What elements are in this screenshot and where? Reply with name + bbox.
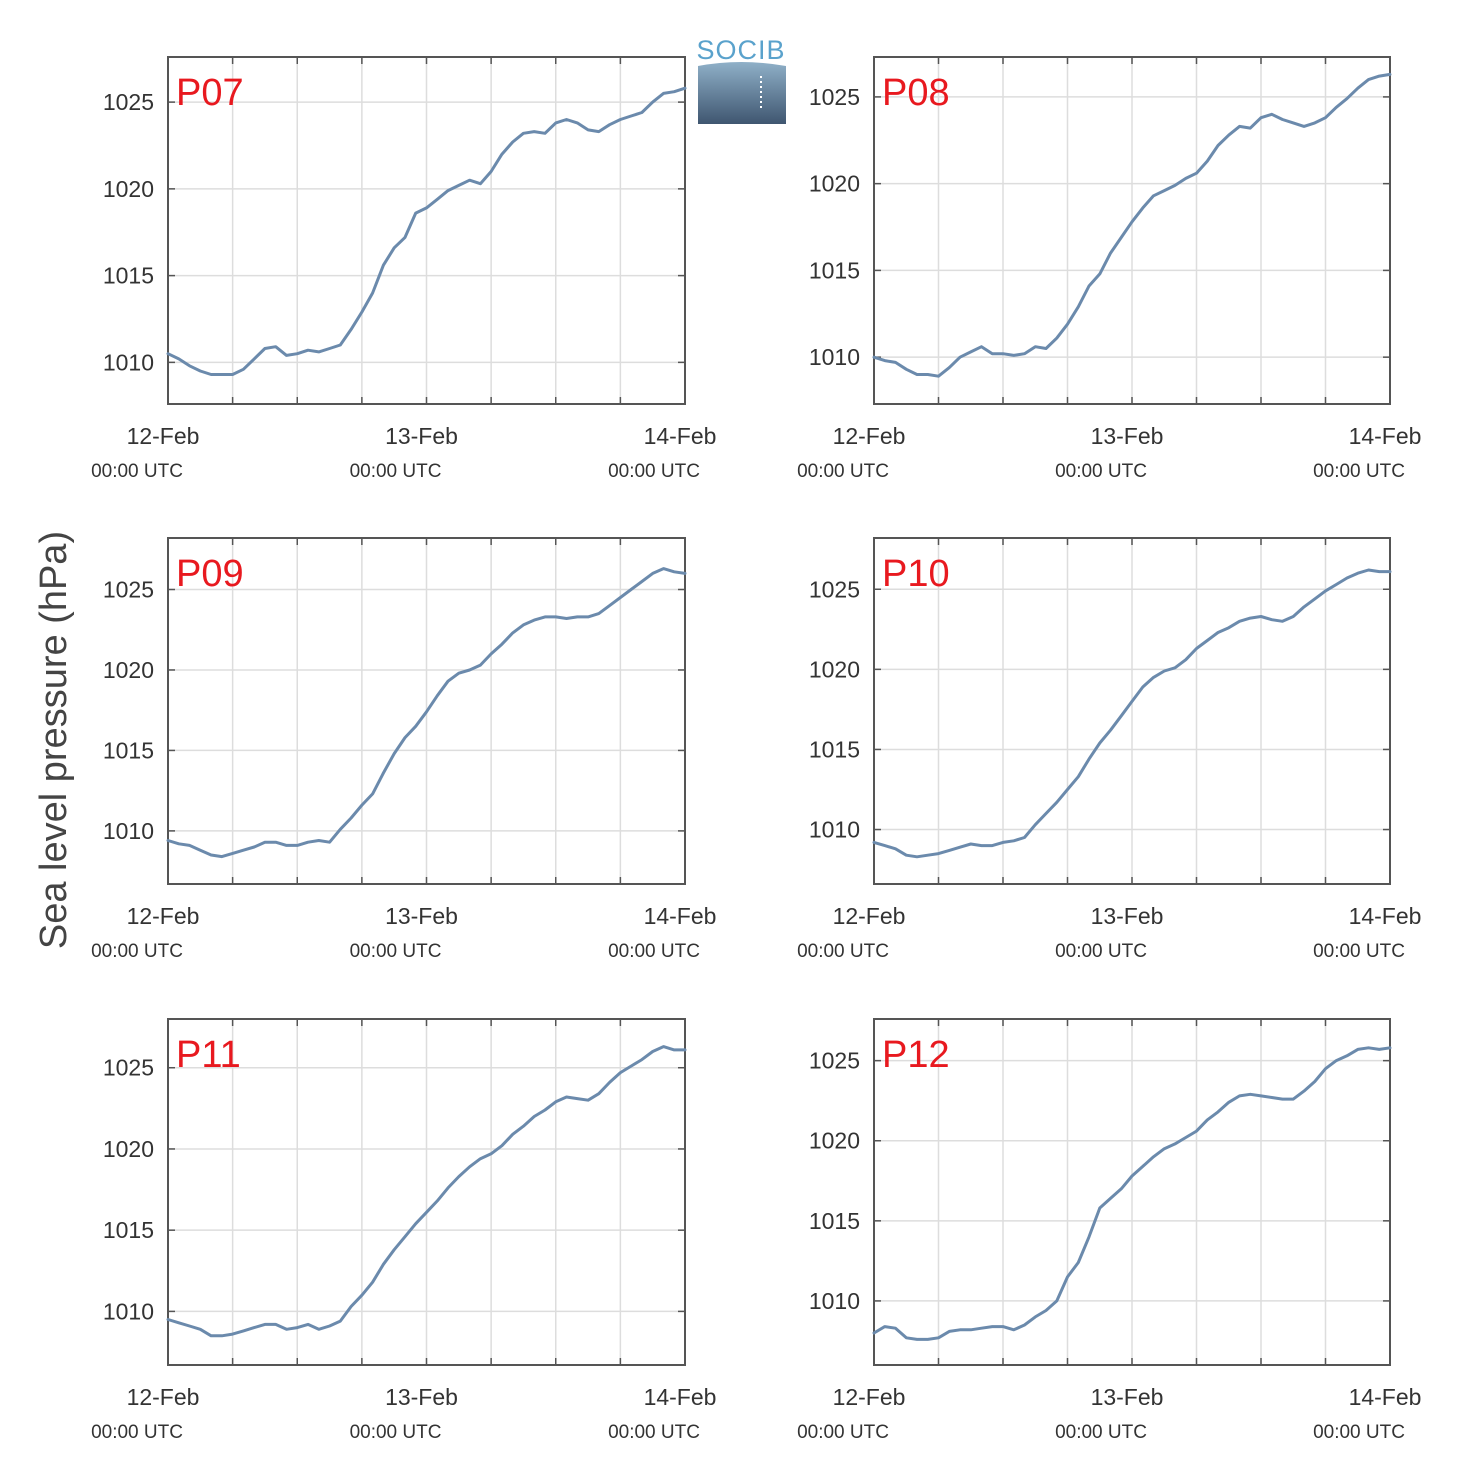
x-tick-date-label: 12-Feb bbox=[127, 423, 200, 449]
panel-label: P08 bbox=[882, 72, 950, 114]
x-tick-time-label: 00:00 UTC bbox=[797, 941, 889, 962]
x-tick-time-label: 00:00 UTC bbox=[350, 461, 442, 482]
x-tick-time-label: 00:00 UTC bbox=[91, 1422, 183, 1443]
plot-frame bbox=[167, 537, 686, 885]
x-tick-time-label: 00:00 UTC bbox=[91, 941, 183, 962]
y-tick-label: 1020 bbox=[809, 171, 860, 197]
x-tick-date-label: 13-Feb bbox=[1091, 423, 1164, 449]
pressure-series-line bbox=[872, 72, 1392, 378]
x-tick-date-label: 13-Feb bbox=[385, 423, 458, 449]
pressure-series-line bbox=[166, 1045, 687, 1338]
y-tick-label: 1015 bbox=[809, 1208, 860, 1234]
x-tick-date-label: 12-Feb bbox=[833, 903, 906, 929]
x-tick-date-label: 12-Feb bbox=[127, 903, 200, 929]
y-tick-label: 1025 bbox=[103, 89, 154, 115]
x-tick-time-label: 00:00 UTC bbox=[608, 1422, 700, 1443]
x-tick-date-label: 13-Feb bbox=[1091, 903, 1164, 929]
y-tick-label: 1010 bbox=[809, 817, 860, 843]
y-tick-label: 1015 bbox=[103, 1217, 154, 1243]
x-tick-time-label: 00:00 UTC bbox=[1313, 461, 1405, 482]
panel-label: P12 bbox=[882, 1034, 950, 1076]
panel-label: P07 bbox=[176, 72, 244, 114]
panel-p09: 1010 1015 1020 1025 12-Feb 00:00 UTC 13-Feb 00:… bbox=[91, 537, 717, 962]
x-tick-date-label: 14-Feb bbox=[1349, 1384, 1422, 1410]
panel-p12: 1010 1015 1020 1025 12-Feb 00:00 UTC 13-Feb 00:… bbox=[797, 1018, 1422, 1443]
y-tick-label: 1010 bbox=[103, 818, 154, 844]
y-tick-label: 1015 bbox=[103, 737, 154, 763]
x-tick-time-label: 00:00 UTC bbox=[350, 941, 442, 962]
plot-frame bbox=[167, 56, 686, 405]
x-tick-time-label: 00:00 UTC bbox=[1055, 1422, 1147, 1443]
x-tick-time-label: 00:00 UTC bbox=[1313, 1422, 1405, 1443]
pressure-series-line bbox=[872, 1046, 1392, 1341]
x-tick-date-label: 13-Feb bbox=[385, 903, 458, 929]
y-tick-label: 1010 bbox=[809, 344, 860, 370]
y-tick-label: 1025 bbox=[103, 576, 154, 602]
x-tick-date-label: 14-Feb bbox=[644, 903, 717, 929]
x-tick-time-label: 00:00 UTC bbox=[797, 461, 889, 482]
x-tick-date-label: 13-Feb bbox=[385, 1384, 458, 1410]
x-tick-time-label: 00:00 UTC bbox=[608, 941, 700, 962]
pressure-series-line bbox=[872, 568, 1392, 859]
y-tick-label: 1010 bbox=[103, 1298, 154, 1324]
x-tick-date-label: 14-Feb bbox=[1349, 903, 1422, 929]
y-tick-label: 1015 bbox=[103, 263, 154, 289]
plot-frame bbox=[167, 1018, 686, 1366]
x-tick-time-label: 00:00 UTC bbox=[1055, 941, 1147, 962]
y-tick-label: 1025 bbox=[809, 84, 860, 110]
y-tick-label: 1015 bbox=[809, 257, 860, 283]
logo-text: SOCIB bbox=[696, 35, 785, 65]
y-axis-label: Sea level pressure (hPa) bbox=[33, 531, 75, 949]
y-tick-label: 1020 bbox=[103, 1136, 154, 1162]
panel-p10: 1010 1015 1020 1025 12-Feb 00:00 UTC 13-Feb 00:… bbox=[797, 537, 1422, 962]
x-tick-time-label: 00:00 UTC bbox=[350, 1422, 442, 1443]
x-tick-date-label: 14-Feb bbox=[644, 423, 717, 449]
y-tick-label: 1020 bbox=[809, 656, 860, 682]
y-tick-label: 1020 bbox=[809, 1128, 860, 1154]
y-tick-label: 1025 bbox=[809, 576, 860, 602]
plot-frame bbox=[873, 1018, 1391, 1366]
x-tick-date-label: 14-Feb bbox=[1349, 423, 1422, 449]
pressure-series-line bbox=[166, 86, 687, 376]
x-tick-time-label: 00:00 UTC bbox=[91, 461, 183, 482]
panel-p11: 1010 1015 1020 1025 12-Feb 00:00 UTC 13-Feb 00:… bbox=[91, 1018, 717, 1443]
panel-p08: 1010 1015 1020 1025 12-Feb 00:00 UTC 13-Feb 00:… bbox=[797, 56, 1422, 482]
x-tick-time-label: 00:00 UTC bbox=[797, 1422, 889, 1443]
x-tick-time-label: 00:00 UTC bbox=[1313, 941, 1405, 962]
pressure-series-line bbox=[166, 567, 687, 859]
x-tick-date-label: 12-Feb bbox=[127, 1384, 200, 1410]
x-tick-date-label: 14-Feb bbox=[644, 1384, 717, 1410]
y-tick-label: 1020 bbox=[103, 657, 154, 683]
y-tick-label: 1025 bbox=[809, 1048, 860, 1074]
y-tick-label: 1025 bbox=[103, 1055, 154, 1081]
x-tick-date-label: 13-Feb bbox=[1091, 1384, 1164, 1410]
panel-label: P09 bbox=[176, 553, 244, 595]
y-tick-label: 1020 bbox=[103, 176, 154, 202]
panel-p07: 1010 1015 1020 1025 12-Feb 00:00 UTC 13-Feb 00:… bbox=[91, 56, 717, 482]
socib-logo: SOCIB bbox=[696, 35, 786, 124]
x-tick-time-label: 00:00 UTC bbox=[608, 461, 700, 482]
x-tick-date-label: 12-Feb bbox=[833, 423, 906, 449]
y-tick-label: 1015 bbox=[809, 736, 860, 762]
panel-label: P10 bbox=[882, 553, 950, 595]
panel-label: P11 bbox=[176, 1034, 241, 1076]
y-tick-label: 1010 bbox=[103, 349, 154, 375]
y-tick-label: 1010 bbox=[809, 1288, 860, 1314]
x-tick-time-label: 00:00 UTC bbox=[1055, 461, 1147, 482]
x-tick-date-label: 12-Feb bbox=[833, 1384, 906, 1410]
plot-frame bbox=[873, 56, 1391, 405]
plot-frame bbox=[873, 537, 1391, 885]
logo-wave-block bbox=[698, 62, 786, 124]
